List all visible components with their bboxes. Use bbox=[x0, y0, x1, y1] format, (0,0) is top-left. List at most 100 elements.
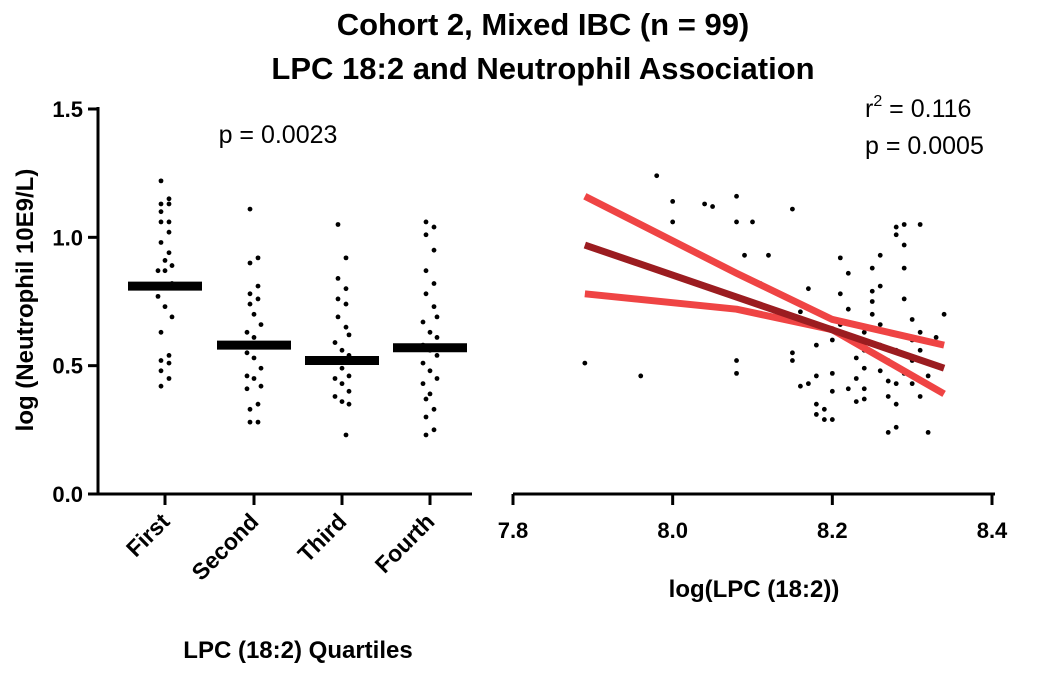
data-point bbox=[166, 196, 172, 202]
x-tick-label: 8.2 bbox=[817, 518, 848, 543]
data-point bbox=[861, 386, 867, 392]
data-point bbox=[845, 270, 851, 276]
data-point bbox=[813, 401, 819, 407]
data-point bbox=[917, 394, 923, 399]
data-point bbox=[255, 283, 261, 289]
data-point bbox=[166, 201, 172, 207]
data-point bbox=[829, 370, 835, 376]
data-point bbox=[431, 224, 437, 230]
data-point bbox=[335, 296, 341, 302]
data-point bbox=[423, 232, 429, 238]
data-point bbox=[893, 381, 899, 387]
data-point bbox=[434, 376, 440, 381]
data-point bbox=[247, 260, 253, 266]
data-point bbox=[734, 370, 739, 376]
data-point bbox=[158, 219, 164, 225]
data-point bbox=[901, 242, 907, 248]
data-point bbox=[166, 376, 172, 381]
data-point bbox=[162, 268, 168, 274]
left-x-axis-title: LPC (18:2) Quartiles bbox=[183, 637, 412, 664]
data-point bbox=[845, 306, 851, 312]
data-point bbox=[255, 419, 261, 425]
data-point bbox=[169, 314, 175, 320]
data-point bbox=[670, 219, 676, 225]
data-point bbox=[885, 378, 891, 384]
data-point bbox=[155, 293, 161, 299]
data-point bbox=[853, 355, 859, 361]
data-point bbox=[638, 373, 644, 379]
data-point bbox=[853, 376, 859, 381]
data-point bbox=[742, 252, 747, 258]
data-point bbox=[917, 222, 923, 227]
data-point bbox=[869, 311, 875, 317]
data-point bbox=[925, 430, 931, 435]
data-point bbox=[244, 329, 250, 335]
data-point bbox=[158, 178, 164, 184]
data-point bbox=[885, 394, 891, 399]
data-point bbox=[845, 386, 851, 392]
data-point bbox=[339, 381, 345, 387]
data-point bbox=[434, 335, 440, 340]
quartile-panel: 0.0 0.5 1.0 1.5 First Second Third Fourth p = … bbox=[12, 97, 472, 664]
data-point bbox=[837, 255, 843, 261]
data-point bbox=[790, 350, 795, 356]
category-ticks: First Second Third Fourth bbox=[121, 494, 440, 585]
right-x-ticks: 7.8 8.0 8.2 8.4 bbox=[498, 494, 1008, 543]
data-point bbox=[255, 255, 261, 261]
data-point bbox=[821, 417, 827, 422]
data-point bbox=[251, 335, 257, 340]
quartile-points bbox=[155, 178, 440, 438]
data-point bbox=[343, 324, 349, 330]
data-point bbox=[702, 201, 707, 207]
data-point bbox=[158, 383, 164, 389]
data-point bbox=[158, 209, 164, 215]
data-point bbox=[431, 427, 437, 433]
data-point bbox=[837, 291, 843, 297]
data-point bbox=[431, 406, 437, 412]
category-label: Second bbox=[186, 508, 263, 585]
data-point bbox=[869, 265, 875, 271]
data-point bbox=[431, 304, 437, 310]
chart-title: Cohort 2, Mixed IBC (n = 99) bbox=[337, 7, 750, 42]
data-point bbox=[869, 299, 875, 304]
data-point bbox=[335, 222, 341, 227]
data-point bbox=[813, 342, 819, 348]
data-point bbox=[582, 360, 588, 366]
data-point bbox=[861, 365, 867, 371]
data-point bbox=[339, 347, 345, 353]
data-point bbox=[255, 401, 261, 407]
data-point bbox=[893, 224, 899, 230]
x-tick-label: 8.4 bbox=[977, 518, 1008, 543]
left-y-ticks: 0.0 0.5 1.0 1.5 bbox=[52, 97, 98, 507]
data-point bbox=[933, 335, 939, 340]
data-point bbox=[925, 373, 931, 379]
data-point bbox=[790, 358, 795, 363]
data-point bbox=[423, 219, 429, 225]
data-point bbox=[343, 286, 349, 292]
data-point bbox=[158, 240, 164, 245]
regression-points bbox=[582, 173, 947, 435]
right-x-axis-title: log(LPC (18:2)) bbox=[669, 576, 840, 603]
data-point bbox=[734, 219, 739, 225]
data-point bbox=[420, 381, 426, 387]
data-point bbox=[332, 394, 338, 399]
data-point bbox=[244, 350, 250, 356]
data-point bbox=[244, 386, 250, 392]
data-point bbox=[343, 255, 349, 261]
r-squared-annotation: r2 = 0.116 bbox=[865, 93, 971, 123]
data-point bbox=[427, 329, 433, 335]
data-point bbox=[917, 329, 923, 335]
regression-lines bbox=[583, 193, 946, 397]
data-point bbox=[335, 314, 341, 320]
y-tick-label: 0.0 bbox=[52, 482, 83, 507]
data-point bbox=[166, 353, 172, 358]
regression-p-value: p = 0.0005 bbox=[865, 132, 984, 160]
data-point bbox=[420, 319, 426, 325]
data-point bbox=[909, 317, 915, 322]
data-point bbox=[343, 432, 349, 438]
data-point bbox=[798, 383, 803, 389]
data-point bbox=[901, 265, 907, 271]
data-point bbox=[431, 247, 437, 253]
data-point bbox=[247, 206, 253, 212]
